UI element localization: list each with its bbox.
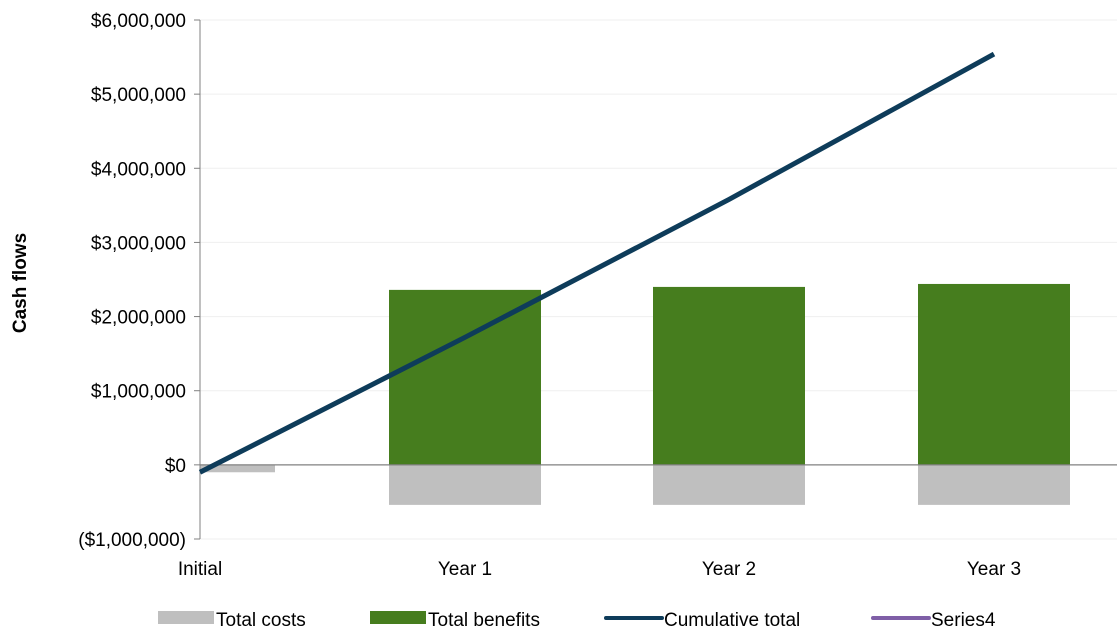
bar-total-costs	[653, 464, 805, 505]
bar-total-benefits	[389, 289, 541, 465]
bar-total-benefits	[918, 283, 1070, 465]
axis-labels: $6,000,000 $5,000,000 $4,000,000 $3,000,000…	[78, 11, 1021, 580]
y-tick-label: ($1,000,000)	[78, 530, 186, 551]
x-tick-label: Year 2	[702, 559, 756, 580]
y-axis-label: Cash flows	[10, 233, 31, 333]
y-tick-label: $4,000,000	[91, 159, 186, 180]
y-tick-label: $5,000,000	[91, 85, 186, 106]
bar-total-costs	[918, 464, 1070, 505]
legend: Total costs Total benefits Cumulative tota…	[158, 610, 996, 631]
y-tick-label: $1,000,000	[91, 382, 186, 403]
lines	[198, 51, 996, 475]
legend-label: Total costs	[216, 610, 306, 631]
bar-total-costs	[389, 464, 541, 505]
y-tick-label: $3,000,000	[91, 233, 186, 254]
axes	[194, 19, 1117, 540]
legend-label: Total benefits	[428, 610, 540, 631]
bar-total-benefits	[653, 286, 805, 465]
y-tick-label: $0	[165, 456, 186, 477]
legend-label: Cumulative total	[664, 610, 800, 631]
legend-swatch	[370, 611, 426, 624]
bar-total-costs	[200, 464, 275, 473]
line-cumulative-total	[198, 51, 996, 475]
legend-swatch	[158, 611, 214, 624]
x-tick-label: Year 1	[438, 559, 492, 580]
y-tick-label: $2,000,000	[91, 308, 186, 329]
bars	[200, 283, 1070, 505]
x-tick-label: Year 3	[967, 559, 1021, 580]
y-tick-label: $6,000,000	[91, 11, 186, 32]
x-tick-label: Initial	[178, 559, 222, 580]
legend-label: Series4	[931, 610, 996, 631]
